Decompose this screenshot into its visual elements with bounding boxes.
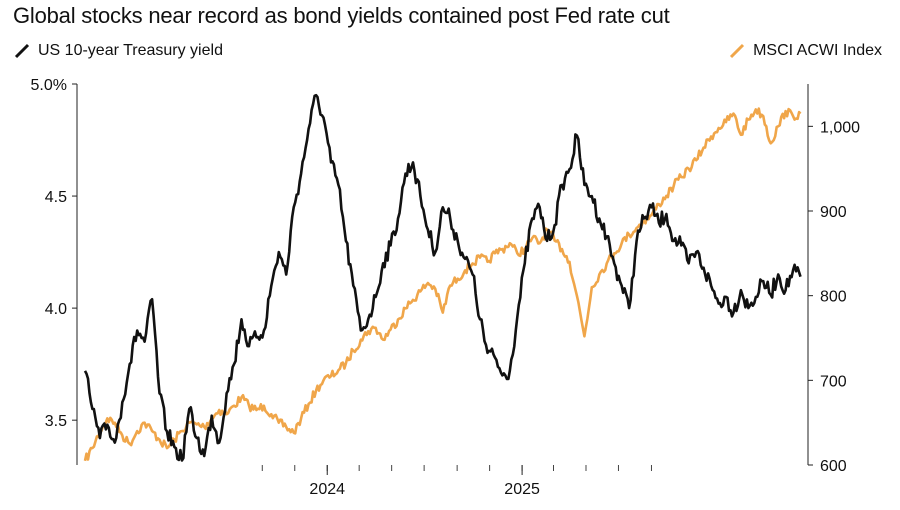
legend-label-treasury: US 10-year Treasury yield bbox=[38, 42, 223, 59]
legend-treasury-yield: US 10-year Treasury yield bbox=[14, 42, 223, 60]
y-right-tick-label: 700 bbox=[820, 373, 847, 390]
y-right-tick-label: 900 bbox=[820, 204, 847, 221]
x-tick-label: 2024 bbox=[309, 481, 345, 498]
y-left-tick-label: 4.0 bbox=[45, 301, 67, 318]
y-left-tick-label: 3.5 bbox=[45, 413, 67, 430]
chart-title: Global stocks near record as bond yields… bbox=[13, 3, 670, 28]
series-line-treasury-yield bbox=[83, 93, 802, 462]
y-left-tick-label: 5.0% bbox=[31, 77, 67, 94]
y-right-tick-label: 1,000 bbox=[820, 119, 860, 136]
y-left-tick-label: 4.5 bbox=[45, 189, 67, 206]
legend-msci-acwi: MSCI ACWI Index bbox=[729, 42, 882, 60]
legend-label-msci: MSCI ACWI Index bbox=[753, 42, 882, 59]
series-line-msci-acwi bbox=[83, 107, 802, 462]
legend-line-orange-icon bbox=[730, 43, 745, 59]
y-right-tick-label: 800 bbox=[820, 289, 847, 306]
y-right-tick-label: 600 bbox=[820, 458, 847, 475]
x-tick-label: 2025 bbox=[504, 481, 540, 498]
legend-line-black-icon bbox=[14, 43, 30, 59]
